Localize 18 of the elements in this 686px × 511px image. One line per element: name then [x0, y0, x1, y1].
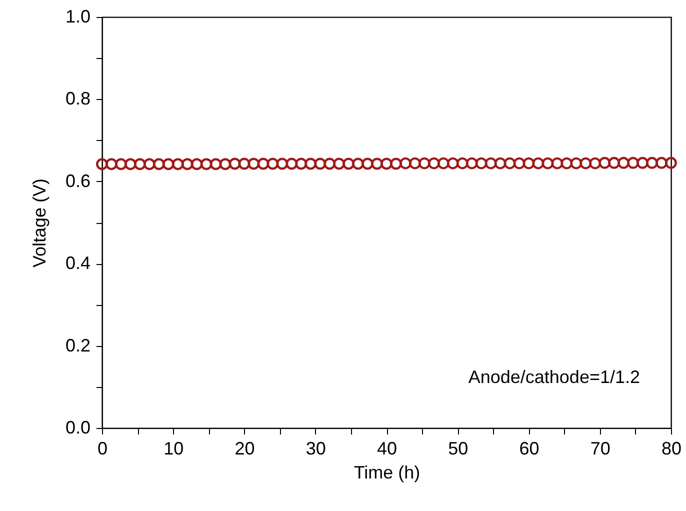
x-tick-label: 50: [448, 438, 468, 458]
annotation: Anode/cathode=1/1.2: [468, 367, 640, 387]
x-tick-label: 60: [519, 438, 540, 458]
x-tick-label: 70: [590, 438, 610, 458]
y-tick-label: 0.0: [65, 418, 90, 438]
y-axis-title: Voltage (V): [29, 178, 50, 268]
x-axis-title: Time (h): [354, 462, 420, 482]
x-tick-label: 30: [306, 438, 326, 458]
x-tick-label: 20: [234, 438, 255, 458]
x-tick-label: 0: [97, 438, 108, 458]
y-tick-label: 0.2: [65, 335, 90, 356]
y-tick-label: 0.6: [65, 170, 90, 191]
y-tick-label: 1.0: [65, 6, 90, 26]
x-tick-label: 10: [164, 438, 184, 458]
y-tick-label: 0.8: [65, 88, 90, 109]
x-tick-label: 40: [376, 438, 398, 458]
y-tick-label: 0.4: [65, 253, 90, 274]
x-tick-label: 80: [661, 438, 682, 458]
